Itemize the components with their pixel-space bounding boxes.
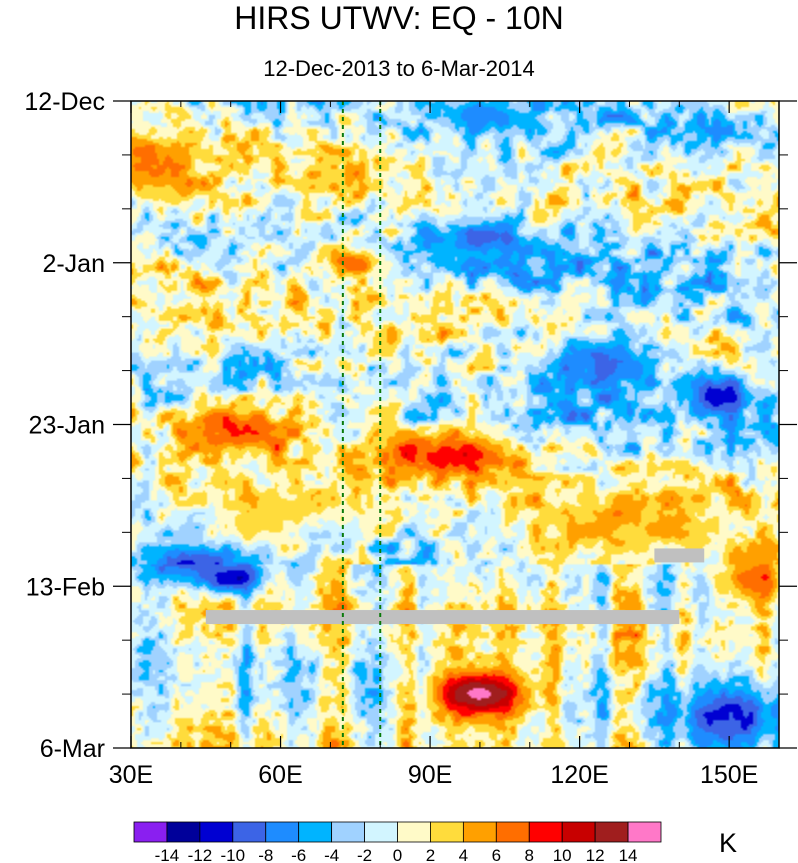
colorbar-label: -2 bbox=[357, 846, 372, 863]
colorbar-swatch bbox=[232, 821, 267, 843]
colorbar-swatch bbox=[397, 821, 431, 843]
colorbar-swatch bbox=[627, 821, 662, 843]
colorbar-swatch bbox=[199, 821, 234, 843]
plot-overlays bbox=[205, 101, 705, 748]
chart-subtitle: 12-Dec-2013 to 6-Mar-2014 bbox=[263, 56, 535, 81]
colorbar-swatch bbox=[298, 821, 333, 843]
y-tick-label: 23-Jan bbox=[29, 412, 105, 440]
colorbar-label: 2 bbox=[426, 846, 435, 863]
colorbar-label: 0 bbox=[393, 846, 402, 863]
colorbar-swatch bbox=[430, 821, 464, 843]
colorbar-label: 10 bbox=[553, 846, 572, 863]
colorbar-swatch bbox=[331, 821, 365, 843]
colorbar-label: -14 bbox=[155, 846, 180, 863]
colorbar-label: 4 bbox=[459, 846, 468, 863]
y-tick-label: 6-Mar bbox=[40, 735, 105, 763]
colorbar-swatch bbox=[166, 821, 201, 843]
colorbar-label: -4 bbox=[324, 846, 339, 863]
chart-title: HIRS UTWV: EQ - 10N bbox=[234, 0, 564, 36]
colorbar-swatch bbox=[528, 821, 563, 843]
colorbar-unit: K bbox=[719, 828, 737, 858]
colorbar-swatch bbox=[495, 821, 530, 843]
colorbar-label: -12 bbox=[188, 846, 213, 863]
y-tick-label: 13-Feb bbox=[26, 573, 105, 601]
missing-data-bar bbox=[205, 610, 680, 625]
colorbar-swatch bbox=[561, 821, 596, 843]
colorbar-label: 6 bbox=[492, 846, 501, 863]
colorbar-label: -6 bbox=[291, 846, 306, 863]
y-tick-label: 2-Jan bbox=[42, 250, 105, 278]
colorbar: -14 -12 -10 -8 -6 -4 -2 0 2 4 6 8 10 12 14 K bbox=[133, 821, 737, 863]
colorbar-swatch bbox=[364, 821, 398, 843]
colorbar-swatch bbox=[594, 821, 629, 843]
x-tick-label: 30E bbox=[109, 761, 153, 789]
colorbar-label: -10 bbox=[221, 846, 246, 863]
x-tick-label: 60E bbox=[258, 761, 302, 789]
missing-data-bar bbox=[654, 548, 705, 563]
y-tick-label: 12-Dec bbox=[24, 88, 105, 116]
colorbar-swatch bbox=[133, 821, 168, 843]
colorbar-label: 14 bbox=[619, 846, 638, 863]
axes: 30E 60E 90E 120E 150E 12-Dec 2-Jan 23-Jan 13-Feb… bbox=[24, 88, 797, 789]
colorbar-label: -8 bbox=[258, 846, 273, 863]
x-tick-label: 90E bbox=[408, 761, 452, 789]
x-tick-label: 150E bbox=[700, 761, 758, 789]
colorbar-label: 8 bbox=[525, 846, 534, 863]
x-tick-label: 120E bbox=[550, 761, 608, 789]
anomaly-field-image bbox=[131, 101, 779, 748]
colorbar-label: 12 bbox=[586, 846, 605, 863]
colorbar-swatch bbox=[462, 821, 497, 843]
colorbar-swatch bbox=[265, 821, 300, 843]
